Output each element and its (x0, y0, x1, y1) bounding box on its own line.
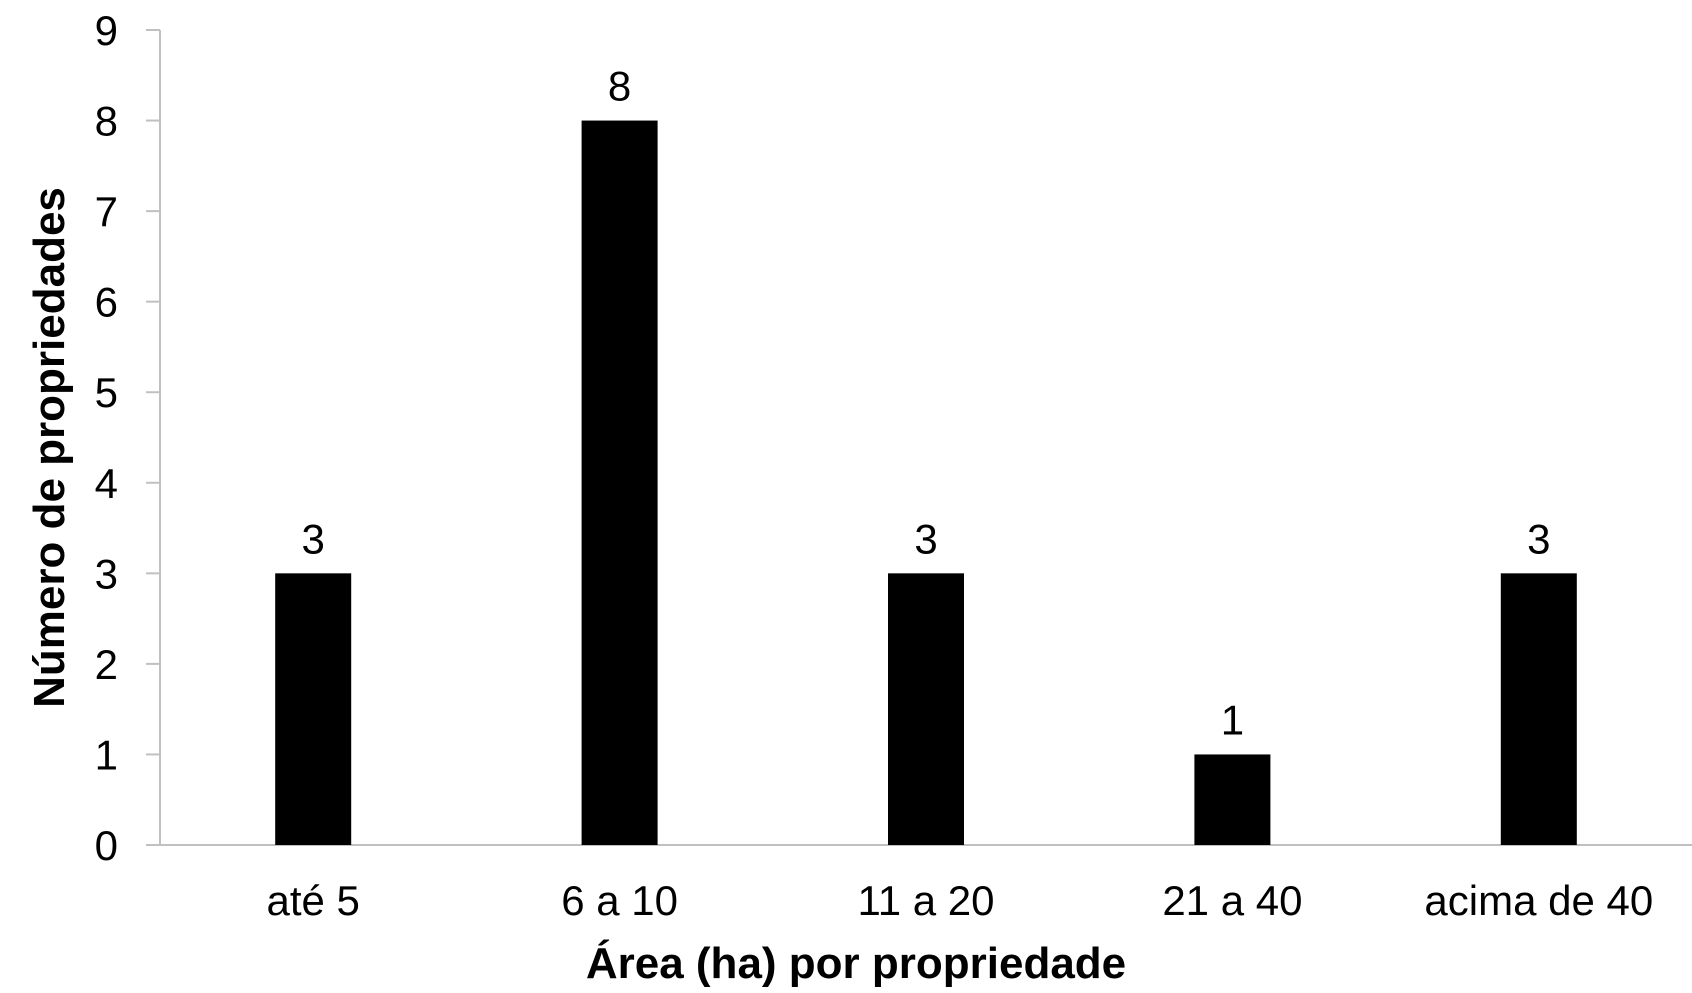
y-tick-label: 6 (95, 279, 118, 326)
y-tick-label: 8 (95, 98, 118, 145)
y-tick-label: 5 (95, 369, 118, 416)
data-labels: 3 8 3 1 3 (302, 63, 1551, 744)
x-axis-title: Área (ha) por propriedade (586, 938, 1126, 988)
x-tick-label: 11 a 20 (857, 877, 994, 924)
data-label: 3 (302, 515, 325, 562)
y-tick-label: 9 (95, 7, 118, 54)
x-tick-labels: até 5 6 a 10 11 a 20 21 a 40 acima de 40 (266, 877, 1653, 924)
y-tick-label: 0 (95, 822, 118, 869)
bar (275, 573, 352, 845)
x-tick-label: acima de 40 (1424, 877, 1653, 924)
data-label: 1 (1221, 696, 1244, 743)
data-label: 3 (1527, 515, 1550, 562)
y-tick-label: 4 (95, 460, 118, 507)
bars (275, 120, 1577, 846)
data-label: 3 (914, 515, 937, 562)
y-tick-label: 7 (95, 188, 118, 235)
y-axis-title: Número de propriedades (25, 187, 74, 708)
y-tick-label: 2 (95, 641, 118, 688)
bar (888, 573, 964, 845)
bar (1500, 573, 1577, 845)
x-tick-label: até 5 (266, 877, 359, 924)
bar (1194, 754, 1271, 845)
y-tick-label: 1 (95, 731, 118, 778)
data-label: 8 (608, 63, 631, 110)
y-tick-label: 3 (95, 550, 118, 597)
bar (581, 120, 658, 846)
y-axis: 0 1 2 3 4 5 6 7 8 9 (95, 7, 161, 869)
x-tick-label: 21 a 40 (1162, 877, 1302, 924)
x-tick-label: 6 a 10 (561, 877, 678, 924)
